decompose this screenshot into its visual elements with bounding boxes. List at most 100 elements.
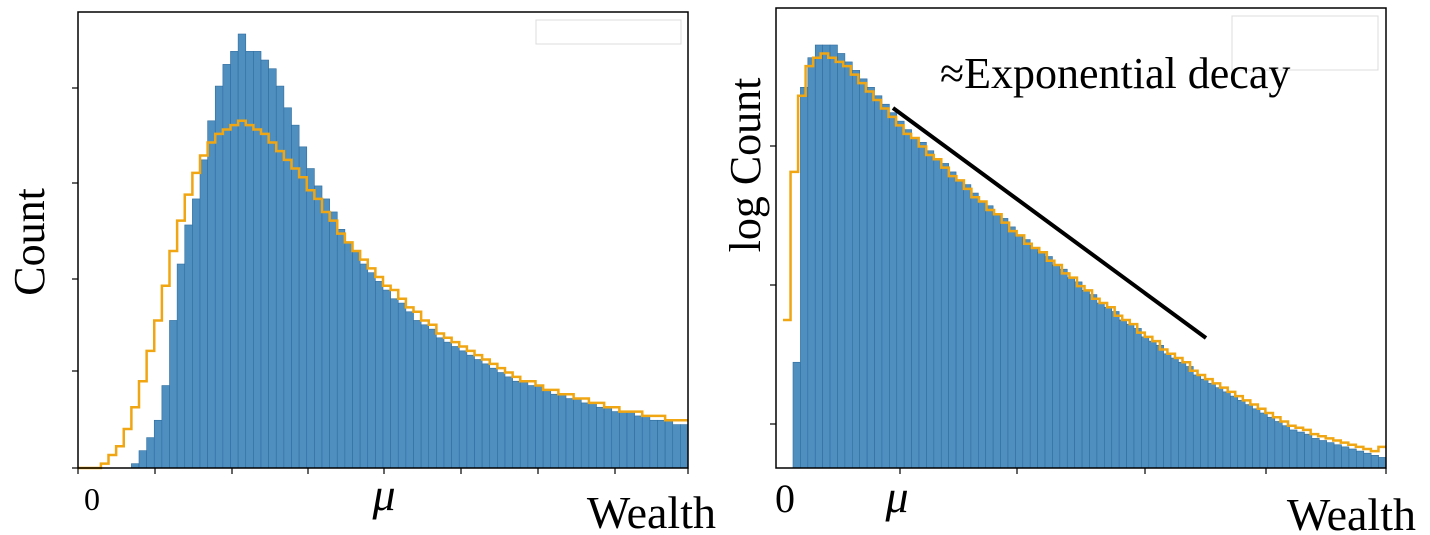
right-x-ticks [899,468,1387,474]
bar [481,363,491,469]
bar [822,44,831,469]
bar [314,185,323,469]
bar [1192,374,1201,469]
bar [1044,256,1053,469]
bar [889,112,898,469]
left-x-ticks [77,468,689,474]
bar [428,328,437,469]
bar [837,53,846,469]
bar [992,213,1001,469]
bar [466,354,475,469]
bar [329,211,338,469]
bar [1015,235,1024,469]
left-step-line [78,119,688,470]
bar [1363,452,1372,469]
bar [1081,290,1090,469]
bar [382,289,391,469]
bar [603,406,613,469]
left-legend-frame [535,19,682,45]
bar [955,180,964,469]
bar [680,424,689,469]
bar [199,159,208,469]
left-panel: Count 0 μ Wealth [5,11,716,535]
bar [497,372,506,469]
bar [1215,387,1224,469]
bar [1326,442,1335,469]
left-y-ticks [72,87,78,469]
bar [1378,457,1387,469]
bar [359,263,369,469]
bar [1281,425,1290,469]
bar [641,415,651,469]
bar [1007,226,1016,469]
bar [1237,400,1246,469]
bar [1066,277,1075,469]
bar [807,57,816,469]
bar [306,168,315,469]
bar [926,150,935,469]
bar [829,44,838,469]
bar [1170,357,1179,469]
bar [619,411,628,469]
bar [542,389,552,469]
bar [800,87,809,469]
bar [565,398,574,469]
bar [558,393,567,469]
bar [1155,345,1164,469]
bar [1178,361,1187,469]
bar [1274,421,1283,469]
bar [176,263,186,469]
left-y-label: Count [5,188,54,296]
bar [940,163,949,469]
bar [207,120,216,469]
right-step-line [783,52,1386,453]
bar [1022,239,1031,469]
right-y-label: log Count [721,78,770,253]
bar [192,198,201,469]
bar [634,415,643,469]
bar [1318,440,1328,469]
bar [1244,404,1253,469]
annotation-exponential-decay: ≈Exponential decay [940,49,1290,98]
bar [161,385,170,469]
bar [1259,412,1268,469]
bar [1370,455,1379,469]
bar [596,406,605,469]
bar [1096,302,1105,469]
bar [866,87,875,469]
bar [657,419,666,469]
bar [1304,433,1313,469]
bar [948,171,957,469]
bar [245,51,254,469]
bar [138,450,147,469]
bar [1074,281,1083,469]
bar [413,320,422,469]
bar [978,201,987,469]
bar [1037,251,1046,469]
bar [253,51,262,469]
bar [672,424,681,469]
left-bars [131,33,689,469]
bar [504,376,513,469]
bar [1104,306,1113,469]
bar [184,224,193,469]
bar [1126,323,1135,469]
left-x-label: Wealth [587,487,716,535]
bar [933,158,942,469]
bar [1230,395,1239,469]
bar [321,198,330,469]
bar [1348,448,1357,469]
bar [881,103,890,469]
bar [970,192,979,469]
bar [420,324,430,469]
right-y-ticks [770,145,776,425]
bar [489,367,498,469]
bar [260,59,269,469]
bar [458,350,468,469]
bar [298,146,308,469]
bar [375,281,384,469]
left-plot-frame [77,11,689,469]
bar [1252,408,1261,469]
bar [405,311,414,469]
